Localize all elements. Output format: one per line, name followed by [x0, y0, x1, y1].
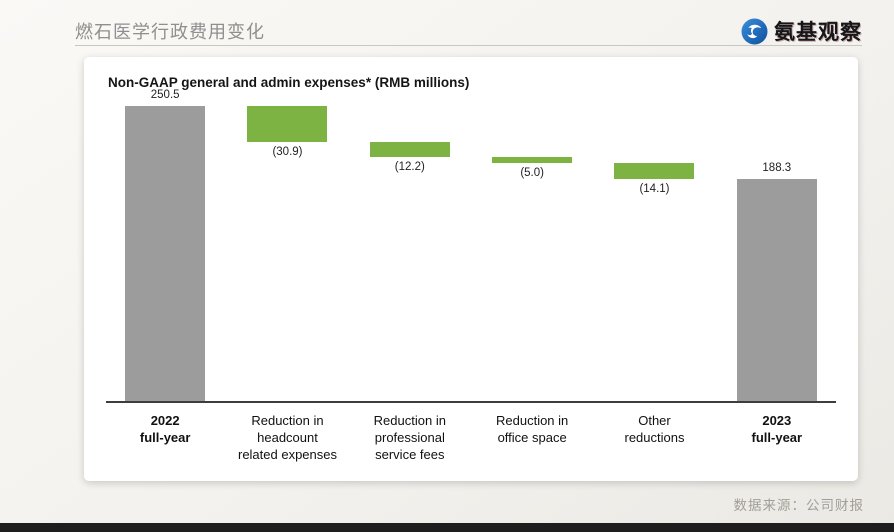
value-label-4: (14.1) [639, 183, 670, 196]
slide-bottom-edge [0, 523, 894, 532]
bar-3-delta [492, 156, 573, 163]
bar-0-total [125, 106, 206, 401]
value-label-3: (5.0) [520, 166, 544, 179]
waterfall-column-4: (14.1) [593, 106, 715, 401]
chart-title: Non-GAAP general and admin expenses* (RM… [108, 75, 470, 90]
category-label-3: Reduction in office space [496, 413, 569, 445]
bar-5-total [736, 179, 817, 401]
brand-logo: 氨基观察 [741, 16, 862, 46]
waterfall-column-3: (5.0) [471, 106, 593, 401]
header-divider [75, 45, 862, 46]
value-label-0: 250.5 [150, 89, 180, 101]
waterfall-column-5: 188.3 [716, 106, 838, 401]
value-label-2: (12.2) [394, 160, 425, 173]
bar-2-delta [369, 142, 450, 157]
header: 燃石医学行政费用变化 氨基观察 [75, 14, 862, 48]
logo-text: 氨基观察 [774, 21, 862, 44]
category-labels: 2022 full-year Reduction in headcount relate… [104, 413, 838, 464]
waterfall-column-0: 250.5 [104, 89, 226, 401]
category-label-0: 2022 full-year [139, 413, 191, 445]
page-title: 燃石医学行政费用变化 [75, 22, 265, 42]
data-source-note: 数据来源：公司财报 [733, 498, 864, 513]
waterfall-column-1: (30.9) [226, 106, 348, 401]
category-label-5: 2023 full-year [751, 413, 803, 445]
category-label-4: Other reductions [624, 413, 685, 445]
waterfall-plot: 250.5 (30.9) (12.2) (5.0) (14.1) 188.3 [104, 89, 838, 401]
value-label-5: 188.3 [762, 162, 792, 175]
logo-swirl-icon [741, 18, 768, 45]
x-axis-line [106, 401, 836, 403]
category-label-2: Reduction in professional service fees [373, 413, 446, 462]
bar-1-delta [247, 106, 328, 143]
category-label-1: Reduction in headcount related expenses [237, 413, 337, 462]
value-label-1: (30.9) [272, 146, 303, 159]
waterfall-column-2: (12.2) [349, 106, 471, 401]
bar-4-delta [614, 162, 695, 180]
chart-card: Non-GAAP general and admin expenses* (RM… [84, 57, 858, 481]
